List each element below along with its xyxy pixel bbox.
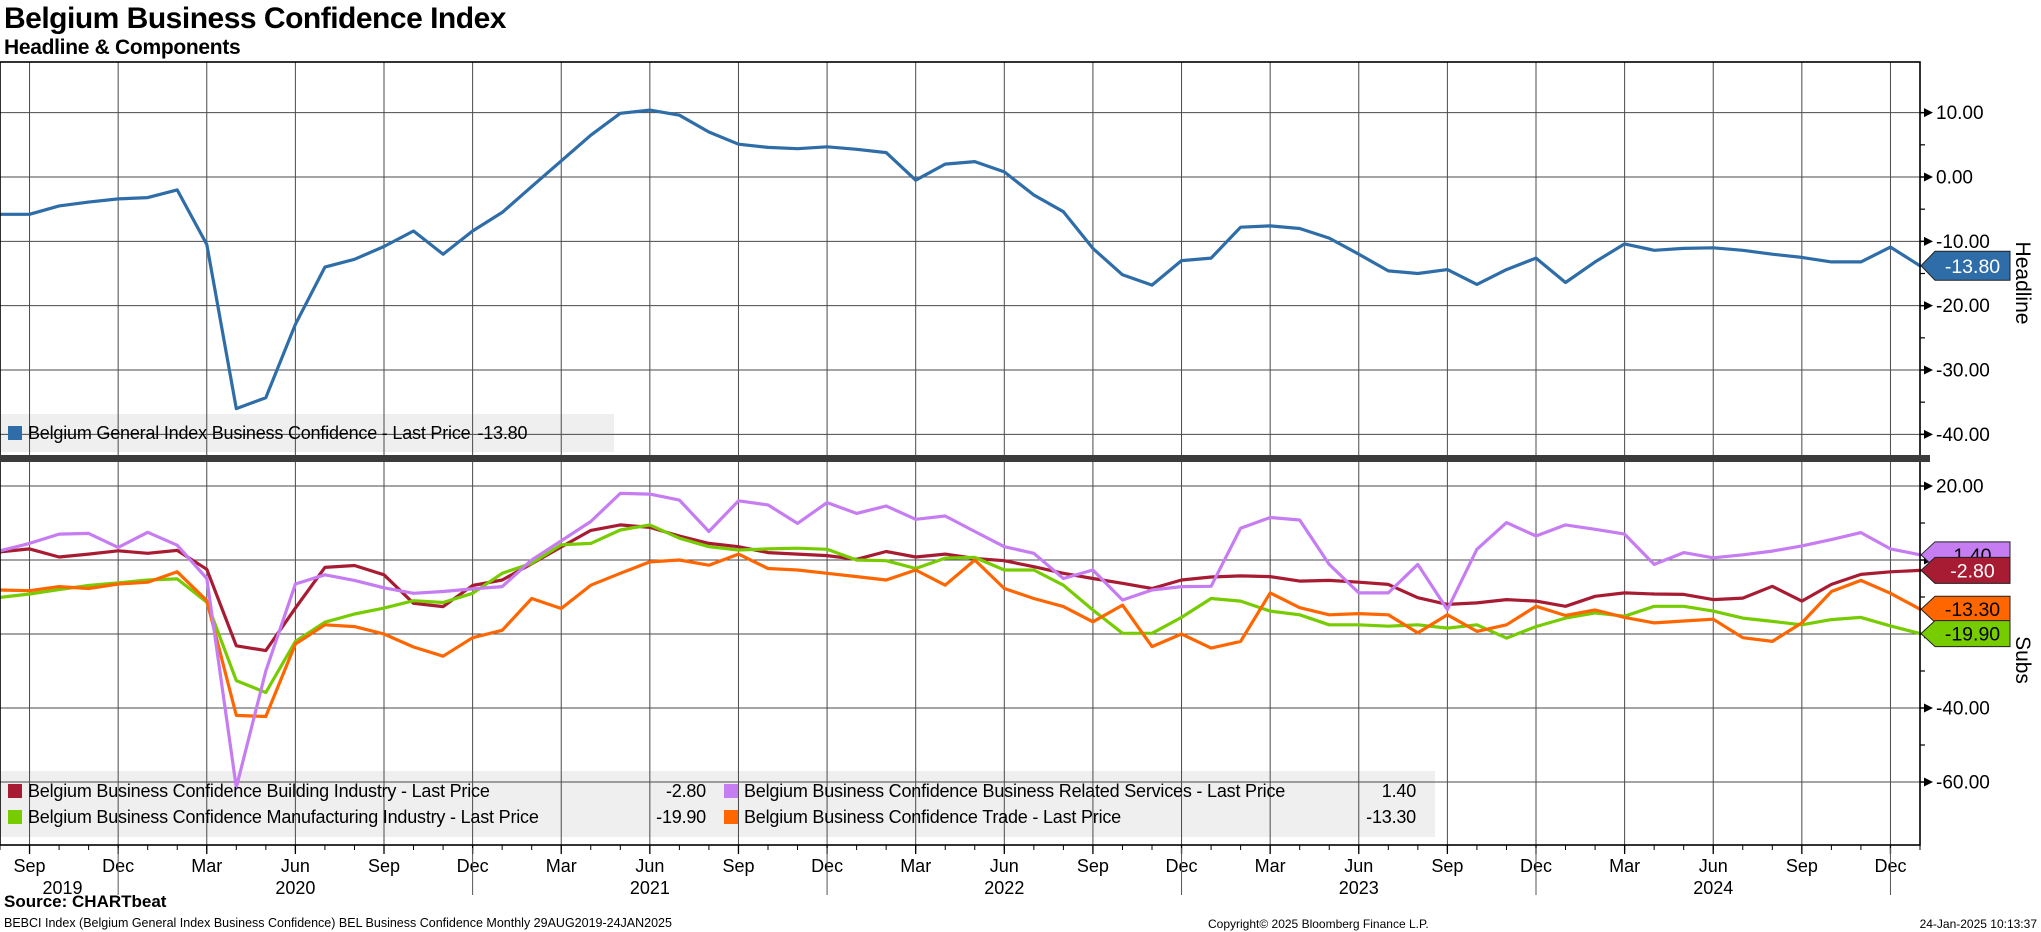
services-legend-swatch [724, 784, 738, 798]
security-info-label: BEBCI Index (Belgium General Index Busin… [4, 916, 672, 930]
y-tick-label: -60.00 [1936, 773, 1990, 794]
y-tick-arrow [1924, 172, 1933, 182]
trade-legend-label: Belgium Business Confidence Trade - Last… [744, 806, 1121, 827]
legend-item-manufacturing-industry[interactable]: Belgium Business Confidence Manufacturin… [8, 807, 724, 828]
year-label: 2021 [630, 878, 670, 898]
trade-last-price-badge[interactable] [1920, 595, 2011, 623]
y-tick-label: 10.00 [1936, 103, 1984, 124]
y-tick-label: 20.00 [1936, 477, 1984, 498]
manufacturing-last-price-badge[interactable] [1920, 620, 2011, 648]
x-tick-label: Jun [635, 856, 664, 876]
trade-legend-value: -13.30 [1366, 806, 1416, 827]
timestamp-label: 24-Jan-2025 10:13:37 [1919, 917, 2037, 931]
x-tick-label: Sep [1077, 856, 1109, 876]
headline-legend-value: -13.80 [477, 422, 528, 443]
x-tick-label: Mar [191, 856, 222, 876]
x-tick-label: Sep [722, 856, 754, 876]
year-label: 2020 [275, 878, 315, 898]
trade-last-price-badge-value: -13.30 [1945, 599, 2000, 621]
building-legend-label: Belgium Business Confidence Building Ind… [28, 780, 490, 801]
services-legend-value: 1.40 [1381, 780, 1416, 801]
x-tick-label: Jun [990, 856, 1019, 876]
manufacturing-last-price-badge-value: -19.90 [1945, 624, 2000, 646]
y-tick-arrow [1924, 365, 1933, 375]
building-legend-swatch [8, 784, 22, 798]
y-tick-label: -40.00 [1936, 699, 1990, 720]
source-label: Source: CHARTbeat [4, 892, 167, 911]
manufacturing-legend-value: -19.90 [656, 806, 706, 827]
x-tick-label: Jun [1699, 856, 1728, 876]
legend-item-building-industry[interactable]: Belgium Business Confidence Building Ind… [8, 781, 724, 802]
headline-last-price-badge-value: -13.80 [1945, 256, 2000, 278]
y-tick-label: -10.00 [1936, 232, 1990, 253]
y-tick-arrow [1924, 108, 1933, 118]
y-tick-arrow [1924, 301, 1933, 311]
building-last-price-badge-value: -2.80 [1950, 560, 1995, 582]
building-last-price-badge[interactable] [1920, 556, 2011, 584]
year-label: 2024 [1693, 878, 1733, 898]
x-tick-label: Sep [368, 856, 400, 876]
headline-legend-bg [0, 414, 614, 452]
manufacturing-legend-swatch [8, 810, 22, 824]
headline-last-price-badge[interactable] [1920, 250, 2011, 281]
x-tick-label: Mar [1255, 856, 1286, 876]
y-tick-label: -20.00 [1936, 296, 1990, 317]
headline-legend[interactable]: Belgium General Index Business Confidenc… [8, 418, 608, 448]
series-line-belgium-general-index-business-confidence [0, 108, 1922, 411]
series-line-belgium-business-confidence-trade [0, 552, 1922, 719]
x-tick-label: Mar [900, 856, 931, 876]
subs-legend: Belgium Business Confidence Building Ind… [8, 776, 1432, 832]
x-tick-label: Sep [14, 856, 46, 876]
trade-legend-swatch [724, 810, 738, 824]
y-tick-label: -40.00 [1936, 425, 1990, 446]
headline-legend-swatch [8, 426, 22, 440]
y-tick-label: -30.00 [1936, 360, 1990, 381]
x-tick-label: Mar [1609, 856, 1640, 876]
page-subtitle: Headline & Components [4, 36, 241, 59]
series-line-belgium-business-confidence-business-related-services [0, 491, 1922, 790]
y-tick-label: 0.00 [1936, 168, 1973, 189]
services-legend-label: Belgium Business Confidence Business Rel… [744, 780, 1286, 801]
x-tick-label: Sep [1786, 856, 1818, 876]
x-tick-label: Jun [1344, 856, 1373, 876]
legend-item-trade[interactable]: Belgium Business Confidence Trade - Last… [724, 807, 1424, 828]
top-panel-axis-title: Headline [2011, 242, 2034, 325]
panel-divider[interactable] [0, 455, 1930, 462]
year-label: 2022 [984, 878, 1024, 898]
manufacturing-legend-label: Belgium Business Confidence Manufacturin… [28, 806, 539, 827]
y-tick-arrow [1924, 481, 1933, 491]
legend-item-business-related-services[interactable]: Belgium Business Confidence Business Rel… [724, 781, 1424, 802]
x-tick-label: Jun [281, 856, 310, 876]
series-line-belgium-business-confidence-manufacturing-industry [0, 523, 1922, 695]
year-label: 2023 [1339, 878, 1379, 898]
x-tick-label: Mar [546, 856, 577, 876]
year-label: 2019 [43, 878, 83, 898]
building-legend-value: -2.80 [665, 780, 706, 801]
page-title: Belgium Business Confidence Index [4, 2, 506, 35]
x-tick-label: Sep [1431, 856, 1463, 876]
y-tick-arrow [1924, 236, 1933, 246]
y-tick-arrow [1924, 777, 1933, 787]
copyright-label: Copyright© 2025 Bloomberg Finance L.P. [1208, 917, 1429, 931]
plot-frame [0, 61, 1921, 846]
y-tick-arrow [1924, 703, 1933, 713]
headline-legend-label: Belgium General Index Business Confidenc… [28, 422, 471, 443]
y-tick-arrow [1924, 429, 1933, 439]
bottom-panel-axis-title: Subs [2011, 636, 2034, 684]
